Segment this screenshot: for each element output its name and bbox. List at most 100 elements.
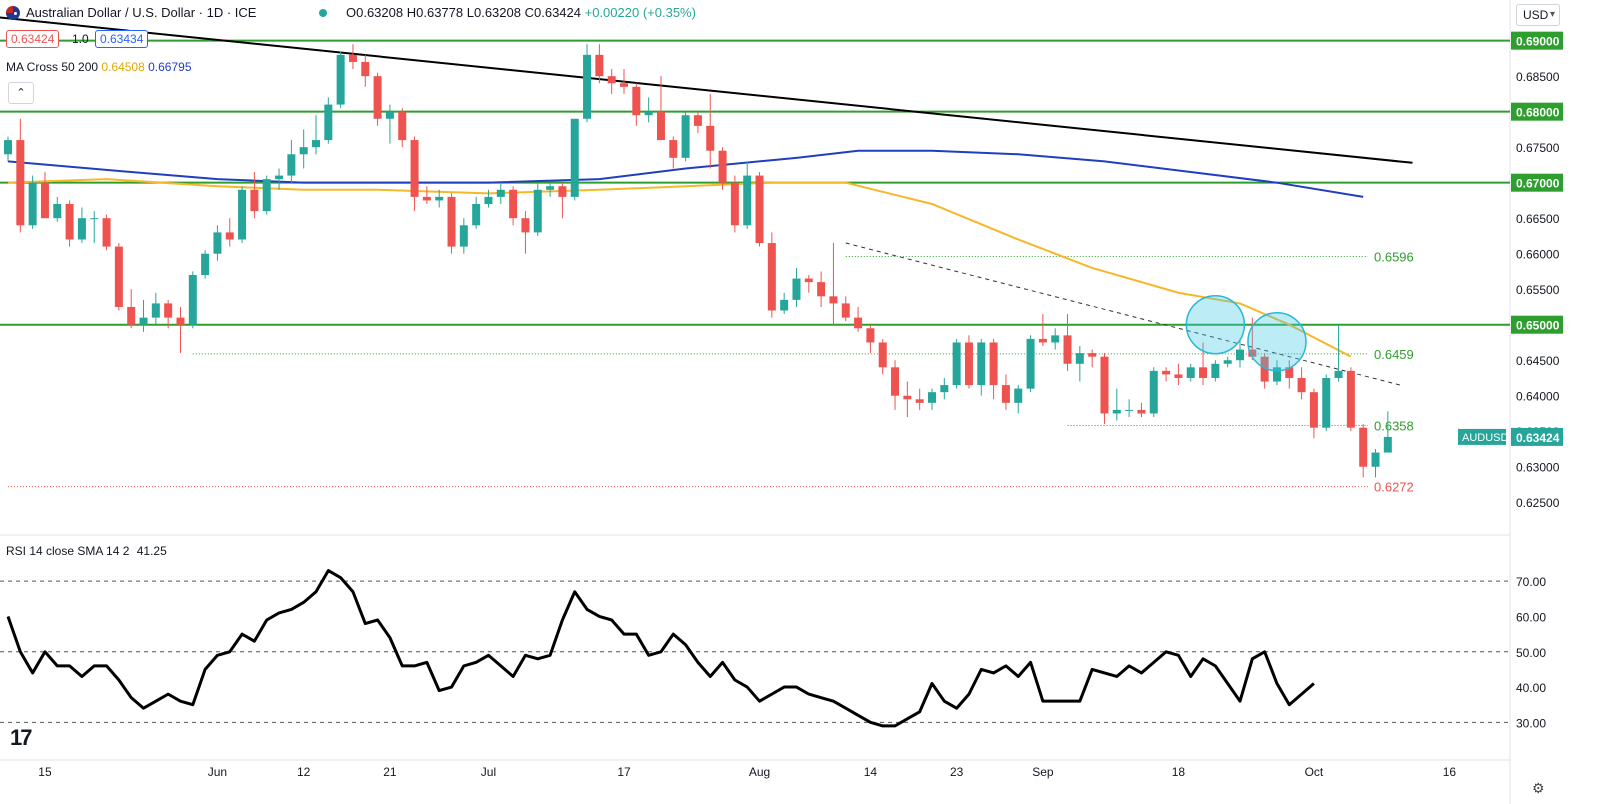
candle <box>164 299 173 329</box>
candle-body <box>915 399 924 403</box>
candle-body <box>484 196 493 204</box>
candle <box>1309 388 1318 439</box>
candle <box>348 44 357 70</box>
candle-body <box>817 282 826 297</box>
ohlc-readout: O0.63208 H0.63778 L0.63208 C0.63424 +0.0… <box>346 5 696 20</box>
price-level-tag <box>1511 173 1563 192</box>
candle <box>730 175 739 233</box>
candle <box>570 118 579 201</box>
price-level-tag <box>1511 31 1563 50</box>
candle-body <box>607 76 616 84</box>
candle <box>1199 342 1208 386</box>
candle <box>1346 367 1355 432</box>
candle-body <box>632 86 641 116</box>
candle <box>693 111 702 133</box>
chart-title: Australian Dollar / U.S. Dollar · 1D · I… <box>26 5 257 20</box>
candle-body <box>792 278 801 300</box>
candle-body <box>693 115 702 126</box>
candle-body <box>780 299 789 311</box>
candle <box>1285 360 1294 389</box>
candle-body <box>1272 367 1281 382</box>
candle-body <box>928 392 936 403</box>
level-annotation: 0.6596 <box>1374 250 1414 265</box>
time-tick-label: Jul <box>481 765 496 779</box>
last-price-tag <box>1511 427 1563 446</box>
highlight-circle <box>1247 312 1307 372</box>
candle <box>977 338 986 396</box>
candle <box>1125 399 1134 418</box>
candle <box>989 338 998 400</box>
candle <box>336 51 345 109</box>
candle <box>1112 388 1121 421</box>
candle <box>780 292 789 315</box>
candle-body <box>903 395 912 400</box>
candle-body <box>53 203 62 219</box>
candle <box>632 83 641 126</box>
candle-body <box>114 246 123 307</box>
candle <box>595 44 604 84</box>
candle-body <box>656 111 665 141</box>
candle-body <box>373 76 382 119</box>
candle-body <box>1149 370 1158 414</box>
candle-body <box>472 203 481 226</box>
candle <box>509 186 518 226</box>
candle-body <box>385 111 394 119</box>
candle-body <box>595 54 604 77</box>
candle <box>583 44 592 123</box>
candle-body <box>422 196 431 201</box>
candle-body <box>1297 377 1306 393</box>
ma200-value: 0.66795 <box>148 60 192 74</box>
candle-body <box>755 175 764 244</box>
candle-body <box>201 253 210 275</box>
candle-body <box>940 385 949 393</box>
candle-body <box>40 182 49 219</box>
candle <box>866 324 875 354</box>
candle <box>1063 314 1072 371</box>
rsi-line <box>6 569 1315 728</box>
candle <box>1297 367 1306 400</box>
tradingview-logo-icon: 17 <box>10 725 33 750</box>
candle-body <box>250 189 259 212</box>
bid-button[interactable]: 0.63424 <box>6 30 60 48</box>
time-tick-label: 12 <box>297 765 311 779</box>
ma-cross-legend[interactable]: MA Cross 50 200 0.64508 0.66795 <box>6 60 192 74</box>
candle <box>940 377 949 400</box>
rsi-tick-label: 40.00 <box>1516 681 1546 695</box>
candle <box>669 136 678 169</box>
ma200-line <box>7 149 1364 198</box>
candle <box>324 97 333 144</box>
candle-body <box>829 296 838 304</box>
candle-body <box>275 175 284 180</box>
candle-body <box>1211 363 1220 378</box>
candle-body <box>1112 409 1121 414</box>
rsi-tick-label: 60.00 <box>1516 610 1546 624</box>
candle <box>361 54 370 87</box>
time-tick-label: Aug <box>749 765 770 779</box>
chevron-up-icon[interactable]: ⌃ <box>8 82 34 104</box>
candle <box>656 76 665 141</box>
rsi-legend[interactable]: RSI 14 close SMA 14 2 41.25 <box>6 544 167 558</box>
candle-body <box>176 317 185 325</box>
candle-body <box>188 275 197 325</box>
candle <box>1371 448 1380 478</box>
candle-body <box>1260 356 1269 382</box>
currency-select[interactable]: USD <box>1516 4 1560 26</box>
close-value: C0.63424 <box>524 5 581 20</box>
time-tick-label: 16 <box>1443 765 1457 779</box>
settings-gear-icon[interactable]: ⚙ <box>1532 780 1545 796</box>
candle-body <box>1162 370 1171 375</box>
candle <box>90 211 99 244</box>
candle-body <box>102 218 111 247</box>
rsi-tick-label: 30.00 <box>1516 716 1546 730</box>
ask-button[interactable]: 0.63434 <box>95 30 149 48</box>
candle-body <box>287 154 296 176</box>
candle <box>533 182 542 236</box>
candle <box>435 189 444 208</box>
dashed-trendline <box>845 242 1401 386</box>
candle <box>964 335 973 389</box>
candle-body <box>1137 409 1146 414</box>
candle <box>201 250 210 279</box>
candle <box>1026 335 1035 393</box>
time-tick-label: 14 <box>864 765 878 779</box>
